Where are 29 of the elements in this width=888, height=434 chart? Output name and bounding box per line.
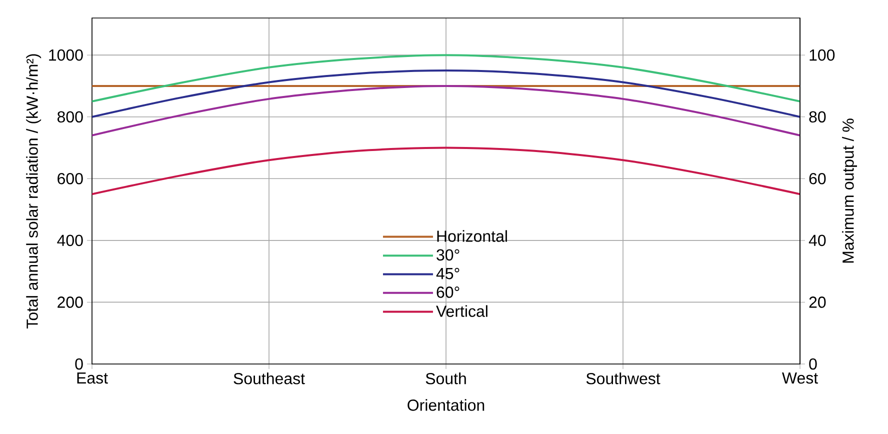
y2-tick-label: 40: [808, 234, 826, 246]
y-tick-label: 800: [57, 111, 83, 123]
y2-tick-label: 60: [809, 172, 826, 184]
y2-axis-title: Maximum output / %: [842, 118, 857, 263]
x-tick-label: Southwest: [586, 372, 660, 384]
x-tick-label: Southeast: [234, 372, 305, 384]
y-tick-label: 1000: [49, 49, 83, 61]
y-axis-title: Total annual solar radiation / (kW·h/m²): [26, 54, 42, 328]
x-tick-label: East: [77, 372, 108, 384]
legend-label: 45°: [436, 268, 460, 280]
y2-tick-label: 80: [809, 111, 826, 123]
legend-label: 60°: [436, 286, 460, 298]
y2-tick-label: 0: [809, 358, 817, 370]
x-tick-label: West: [782, 372, 818, 384]
y2-tick-label: 100: [810, 49, 835, 61]
y-tick-label: 0: [75, 358, 83, 370]
legend-label: 30°: [436, 249, 460, 261]
line-series: [92, 70, 800, 118]
line-series: [92, 84, 800, 136]
x-tick-label: South: [426, 372, 466, 384]
line-series: [92, 146, 800, 196]
y2-tick-label: 20: [809, 296, 826, 308]
legend-label: Horizontal: [437, 230, 507, 242]
y-tick-label: 600: [58, 172, 83, 184]
line-series: [92, 54, 800, 102]
y-tick-label: 400: [57, 234, 83, 246]
legend-label: Vertical: [436, 305, 488, 317]
y-tick-label: 200: [58, 296, 83, 308]
x-axis-title: Orientation: [408, 399, 484, 411]
